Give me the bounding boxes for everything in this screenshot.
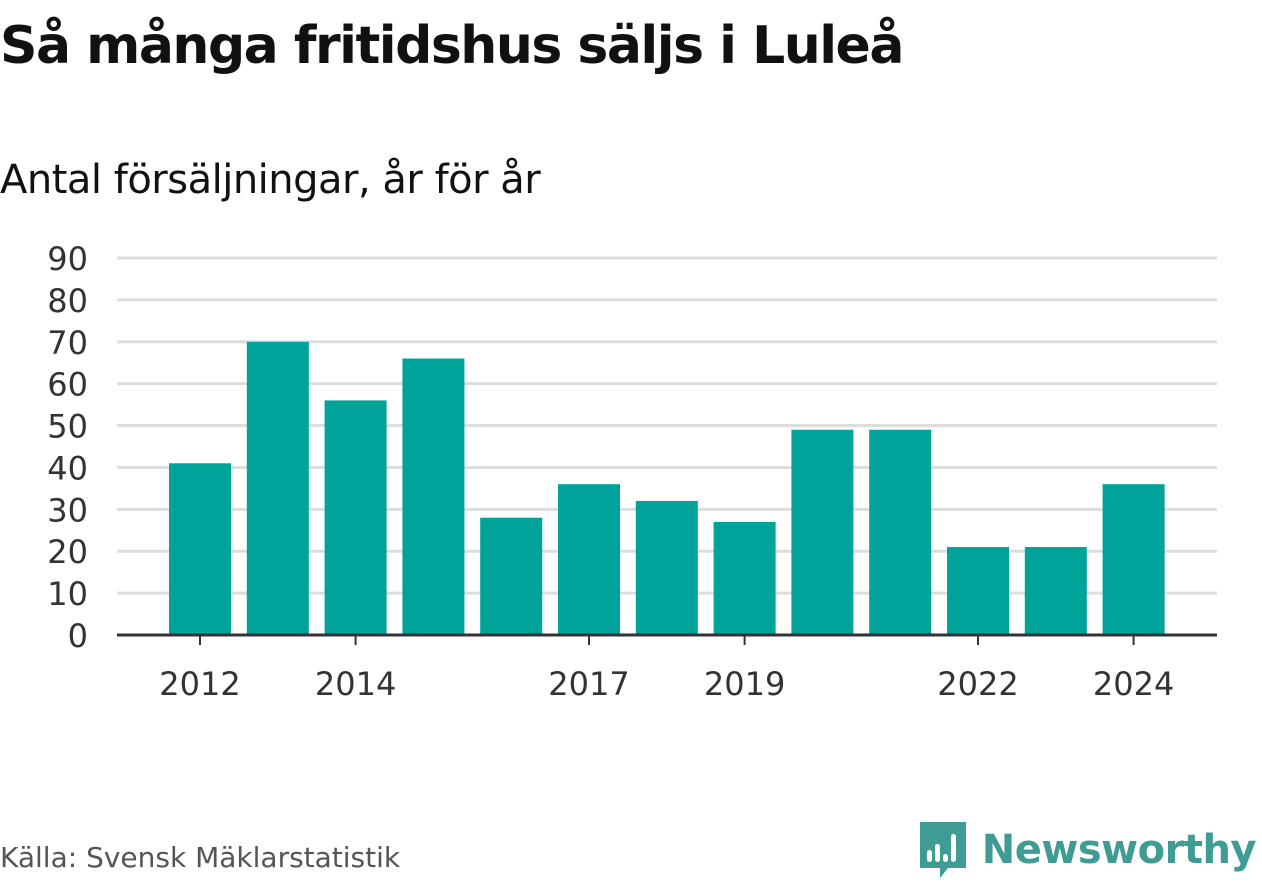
source-note: Källa: Svensk Mäklarstatistik: [0, 841, 401, 874]
y-tick-label: 50: [47, 408, 88, 446]
x-axis: [117, 633, 1217, 645]
newsworthy-logo-icon: [919, 822, 966, 878]
x-tick-label: 2024: [1093, 665, 1174, 703]
y-tick-label: 0: [68, 617, 88, 655]
bar: [558, 484, 620, 635]
brand-logo: Newsworthy: [918, 818, 1257, 882]
x-tick-label: 2017: [548, 665, 629, 703]
bar: [480, 517, 543, 635]
y-tick-label: 20: [47, 533, 88, 571]
y-tick-label: 30: [47, 491, 88, 529]
bar: [713, 521, 776, 635]
x-axis-tick-labels: 2012 2014 2017 2019 2022 2024: [159, 665, 1174, 703]
bars: [169, 341, 1165, 635]
brand-name: Newsworthy: [981, 827, 1257, 873]
bar: [947, 547, 1009, 635]
x-tick-label: 2012: [159, 665, 240, 703]
bar: [169, 463, 231, 635]
bar: [324, 400, 387, 635]
bar: [246, 341, 309, 635]
y-tick-label: 70: [47, 324, 88, 362]
x-tick-label: 2014: [315, 665, 396, 703]
x-tick-label: 2019: [704, 665, 785, 703]
chart-subtitle: Antal försäljningar, år för år: [0, 157, 541, 203]
bar: [1024, 547, 1087, 635]
bar: [635, 500, 698, 635]
y-tick-label: 10: [47, 575, 88, 613]
bar: [1102, 484, 1165, 635]
x-tick-label: 2022: [937, 665, 1018, 703]
y-tick-label: 40: [47, 449, 88, 487]
y-tick-label: 80: [47, 282, 88, 320]
y-tick-label: 90: [47, 240, 88, 278]
chart-title: Så många fritidshus säljs i Luleå: [0, 16, 904, 76]
bar: [791, 429, 854, 635]
bar: [869, 429, 932, 635]
bar: [402, 358, 465, 635]
y-tick-label: 60: [47, 366, 88, 404]
